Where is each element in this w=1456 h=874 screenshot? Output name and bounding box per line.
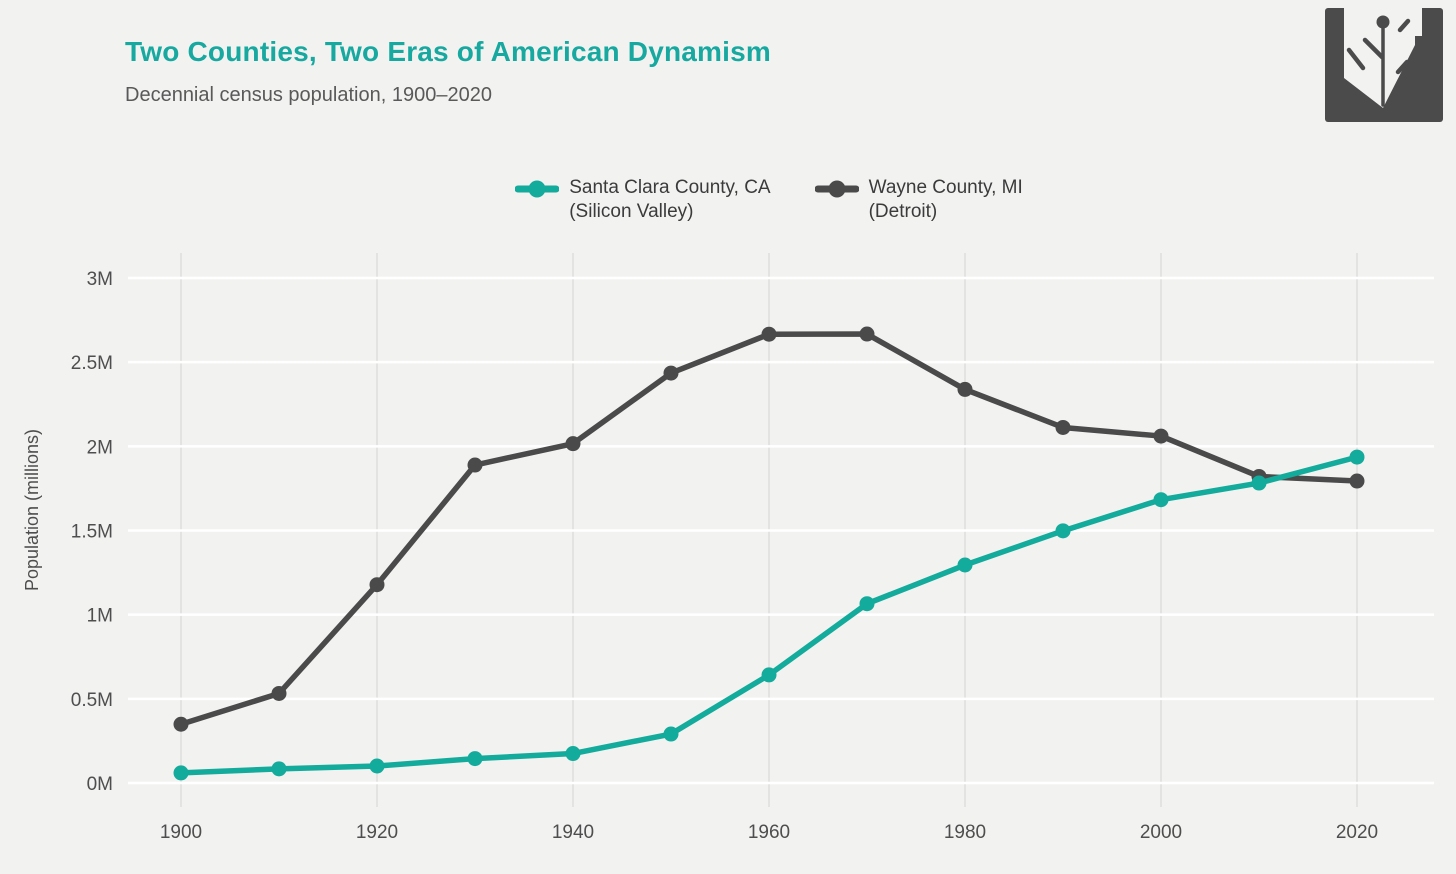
svg-text:1980: 1980 xyxy=(944,822,986,843)
chart-subtitle: Decennial census population, 1900–2020 xyxy=(125,84,492,106)
legend-item-santa-clara: Santa Clara County, CA (Silicon Valley) xyxy=(515,176,771,224)
legend-label-line2: (Detroit) xyxy=(868,201,938,222)
legend-item-wayne: Wayne County, MI (Detroit) xyxy=(814,176,1023,224)
svg-text:1900: 1900 xyxy=(160,822,202,843)
svg-text:3M: 3M xyxy=(87,269,113,290)
svg-text:0M: 0M xyxy=(87,774,113,795)
legend-label-line1: Wayne County, MI xyxy=(868,177,1023,198)
legend-label-wayne: Wayne County, MI (Detroit) xyxy=(869,176,1023,224)
svg-text:1920: 1920 xyxy=(356,822,398,843)
svg-text:2000: 2000 xyxy=(1140,822,1182,843)
svg-text:2020: 2020 xyxy=(1336,822,1378,843)
svg-text:Population (millions): Population (millions) xyxy=(22,429,42,591)
svg-text:1960: 1960 xyxy=(748,822,790,843)
svg-text:1940: 1940 xyxy=(552,822,594,843)
svg-text:2.5M: 2.5M xyxy=(71,353,113,374)
santa-clara-series-marker-icon xyxy=(515,180,560,198)
legend-label-line1: Santa Clara County, CA xyxy=(569,177,771,198)
svg-text:1.5M: 1.5M xyxy=(71,522,113,543)
svg-text:0.5M: 0.5M xyxy=(71,690,113,711)
svg-text:2M: 2M xyxy=(87,437,113,458)
wayne-series-marker-icon xyxy=(814,180,859,198)
publication-logo-icon xyxy=(1325,8,1443,122)
legend-label-line2: (Silicon Valley) xyxy=(569,201,694,222)
chart-title: Two Counties, Two Eras of American Dynam… xyxy=(125,36,771,67)
legend-label-santa-clara: Santa Clara County, CA (Silicon Valley) xyxy=(569,176,770,224)
chart-legend: Santa Clara County, CA (Silicon Valley) … xyxy=(181,176,1357,224)
svg-text:1M: 1M xyxy=(87,606,113,627)
